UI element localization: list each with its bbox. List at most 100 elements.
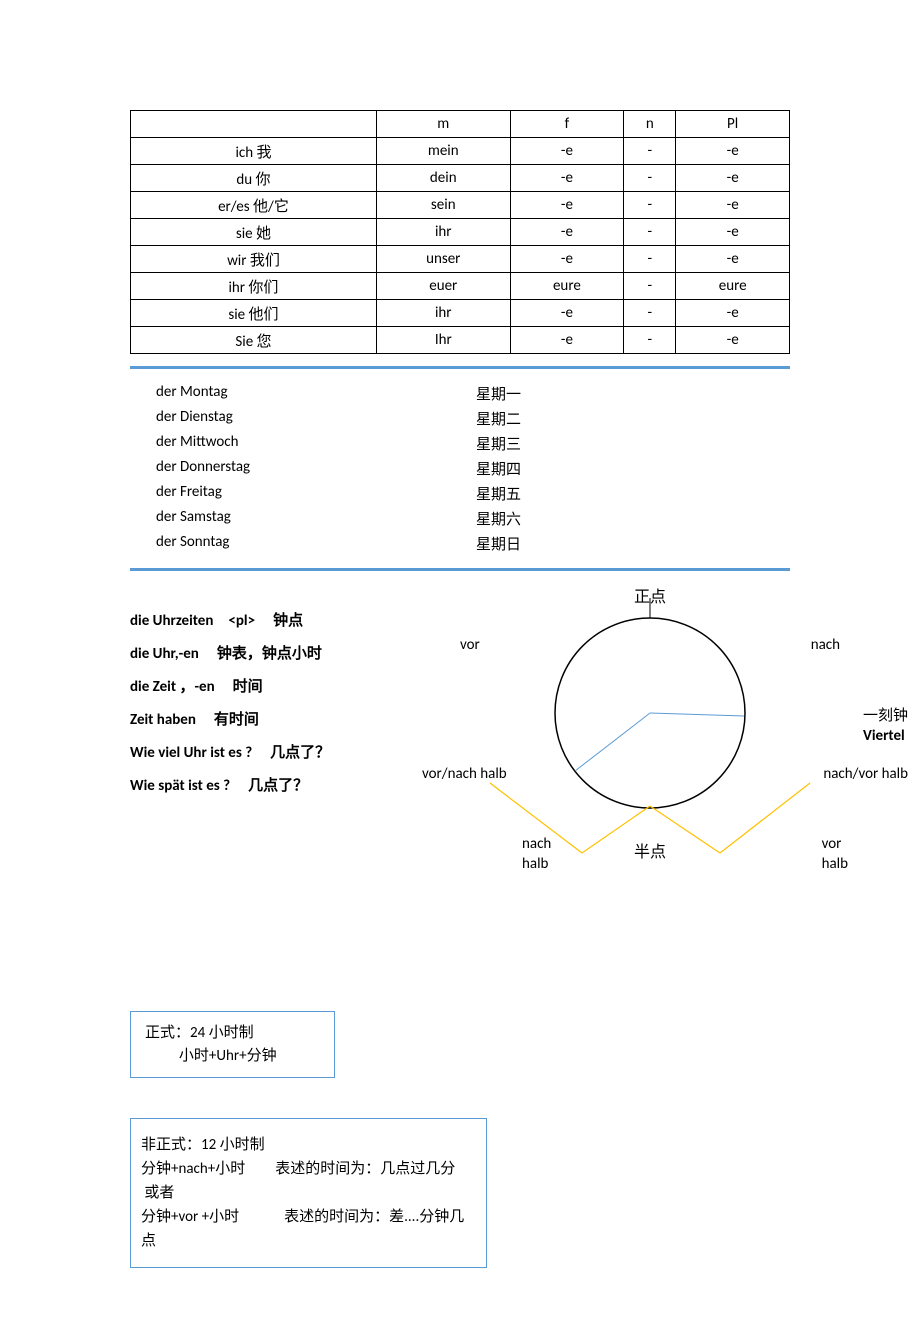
divider [130,366,790,369]
td: Sie 您 [131,327,377,354]
td: dein [376,165,510,192]
clock-diagram: 正点 vor nach 一刻钟 Viertel vor/nach halb na… [430,583,870,923]
th [131,111,377,138]
weekday-row: der Sonntag星期日 [130,531,790,556]
weekday-row: der Dienstag星期二 [130,406,790,431]
weekday-de: der Dienstag [130,408,476,429]
clock-label-vor-halb: vor halb [822,835,848,874]
td: ihr [376,219,510,246]
box-line: 分钟+vor +小时 表述的时间为：差....分钟几点 [141,1205,476,1253]
possessive-table: m f n Pl ich 我mein-e--edu 你dein-e--eer/e… [130,110,790,354]
vocab-line: Wie spät ist es ?几点了？ [130,768,430,801]
td: - [624,138,676,165]
vocab-de: die Uhrzeiten <pl> [130,612,255,630]
th: n [624,111,676,138]
td: er/es 他/它 [131,192,377,219]
td: ich 我 [131,138,377,165]
td: du 你 [131,165,377,192]
weekday-row: der Montag星期一 [130,381,790,406]
vocab-line: die Zeit ，-en时间 [130,669,430,702]
box-line: 小时+Uhr+分钟 [145,1045,320,1068]
td: - [624,246,676,273]
label: halb [522,855,551,875]
td: -e [676,138,790,165]
label: Viertel [863,727,908,747]
weekday-de: der Samstag [130,508,476,529]
td: -e [676,327,790,354]
td: -e [510,138,624,165]
box-line: 非正式：12 小时制 [141,1133,476,1157]
weekday-row: der Samstag星期六 [130,506,790,531]
td: -e [676,246,790,273]
label: halb [822,855,848,875]
vocab-list: die Uhrzeiten <pl>钟点die Uhr,-en钟表，钟点小时di… [130,603,430,801]
td: mein [376,138,510,165]
th: m [376,111,510,138]
vocab-de: Wie viel Uhr ist es ? [130,744,252,762]
table-row: sie 她ihr-e--e [131,219,790,246]
td: - [624,219,676,246]
td: wir 我们 [131,246,377,273]
vocab-line: Wie viel Uhr ist es ?几点了？ [130,735,430,768]
vocab-cn: 钟表，钟点小时 [217,642,322,663]
td: - [624,273,676,300]
table-row: sie 他们ihr-e--e [131,300,790,327]
weekday-cn: 星期日 [476,533,790,554]
td: sie 他们 [131,300,377,327]
vocab-cn: 时间 [233,675,263,696]
weekday-cn: 星期三 [476,433,790,454]
td: - [624,300,676,327]
table-row: du 你dein-e--e [131,165,790,192]
td: -e [510,300,624,327]
td: Ihr [376,327,510,354]
vocab-de: Zeit haben [130,711,196,729]
clock-label-half: 半点 [634,838,666,862]
td: -e [510,327,624,354]
td: - [624,192,676,219]
clock-label-vnhalb-left: vor/nach halb [422,765,507,783]
weekday-cn: 星期四 [476,458,790,479]
td: euer [376,273,510,300]
td: eure [676,273,790,300]
weekday-de: der Freitag [130,483,476,504]
th: f [510,111,624,138]
weekday-row: der Donnerstag星期四 [130,456,790,481]
vocab-line: Zeit haben有时间 [130,702,430,735]
table-header-row: m f n Pl [131,111,790,138]
weekday-cn: 星期二 [476,408,790,429]
box-line: 分钟+nach+小时 表述的时间为：几点过几分 [141,1157,476,1181]
td: unser [376,246,510,273]
clock-label-quarter: 一刻钟 Viertel [863,707,908,746]
clock-label-top: 正点 [634,583,666,607]
td: -e [510,219,624,246]
vocab-cn: 钟点 [273,609,303,630]
weekday-de: der Mittwoch [130,433,476,454]
td: eure [510,273,624,300]
weekday-row: der Freitag星期五 [130,481,790,506]
clock-label-nach: nach [811,636,840,654]
clock-label-vnhalb-right: nach/vor halb [823,765,908,783]
formal-time-box: 正式：24 小时制 小时+Uhr+分钟 [130,1011,335,1078]
td: ihr 你们 [131,273,377,300]
td: -e [510,165,624,192]
box-line: 或者 [141,1181,476,1205]
weekdays-list: der Montag星期一der Dienstag星期二der Mittwoch… [130,381,790,556]
vocab-line: die Uhrzeiten <pl> 钟点 [130,603,430,636]
clock-label-vor: vor [460,636,480,654]
weekday-de: der Donnerstag [130,458,476,479]
weekday-cn: 星期六 [476,508,790,529]
td: sein [376,192,510,219]
td: - [624,165,676,192]
weekday-cn: 星期五 [476,483,790,504]
td: -e [676,219,790,246]
td: - [624,327,676,354]
label: vor [822,835,848,855]
vocab-de: die Uhr,-en [130,645,199,663]
vocab-de: Wie spät ist es ? [130,777,230,795]
td: -e [510,246,624,273]
table-row: Sie 您Ihr-e--e [131,327,790,354]
informal-time-box: 非正式：12 小时制 分钟+nach+小时 表述的时间为：几点过几分 或者 分钟… [130,1118,487,1268]
vocab-line: die Uhr,-en 钟表，钟点小时 [130,636,430,669]
td: -e [676,192,790,219]
table-row: ihr 你们euereure-eure [131,273,790,300]
